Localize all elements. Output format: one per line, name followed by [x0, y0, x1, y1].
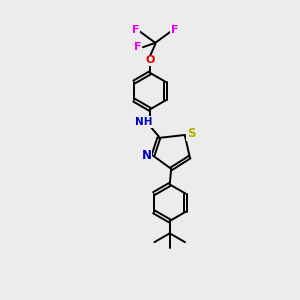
Text: O: O — [145, 56, 155, 65]
Text: NH: NH — [135, 117, 152, 127]
Text: F: F — [134, 42, 141, 52]
Text: N: N — [142, 149, 152, 162]
Text: S: S — [187, 127, 196, 140]
Text: F: F — [171, 25, 179, 35]
Text: F: F — [132, 25, 139, 35]
